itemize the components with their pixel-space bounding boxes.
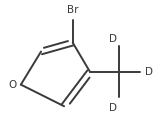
Text: D: D bbox=[145, 67, 153, 77]
Text: Br: Br bbox=[67, 5, 78, 15]
Text: D: D bbox=[109, 34, 117, 44]
Text: D: D bbox=[109, 103, 117, 113]
Text: O: O bbox=[8, 80, 16, 90]
